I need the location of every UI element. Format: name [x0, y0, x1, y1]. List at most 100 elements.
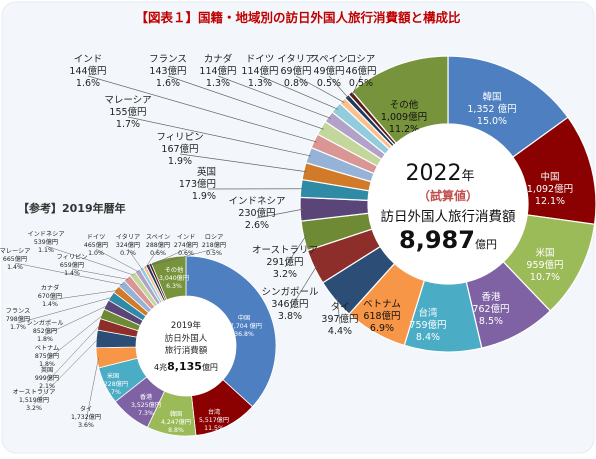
main-slice-label-6-pct: 4.4%: [328, 326, 352, 337]
main-slice-label-19-pct: 0.5%: [349, 78, 373, 89]
ref-slice-label-1-amount: 5,517億円: [199, 416, 229, 424]
ref-slice-label-13-amount: 659億円: [60, 261, 84, 269]
ref-slice-label-11-name: カナダ: [41, 284, 60, 292]
ref-slice-label-19-amount: 218億円: [202, 241, 226, 249]
main-slice-label-9-pct: 2.6%: [245, 220, 269, 231]
main-slice-label-8-amount: 291億円: [266, 256, 303, 268]
main-slice-label-0-pct: 15.0%: [477, 116, 507, 127]
main-slice-label-1-amount: 1,092億円: [527, 183, 573, 195]
ref-center-label1: 訪日外国人: [165, 333, 208, 344]
main-slice-label-2-amount: 959億円: [526, 259, 563, 271]
ref-slice-label-5-pct: 3.6%: [78, 422, 94, 429]
ref-slice-label-12-amount: 665億円: [3, 255, 27, 263]
ref-slice-label-1-name: 台湾: [208, 408, 220, 416]
ref-slice-label-10-amount: 798億円: [6, 315, 30, 323]
ref-slice-label-15-name: ドイツ: [87, 234, 106, 241]
ref-slice-label-4-pct: 6.7%: [105, 389, 121, 396]
ref-slice-label-5-amount: 1,732億円: [71, 413, 101, 421]
ref-slice-label-16-amount: 324億円: [116, 241, 140, 249]
main-slice-label-18-amount: 49億円: [313, 65, 344, 77]
ref-slice-label-18-name: インド: [177, 234, 196, 241]
main-slice-label-13-amount: 144億円: [69, 65, 106, 77]
main-slice-label-6-name: タイ: [330, 302, 349, 313]
main-slice-label-15-amount: 114億円: [199, 65, 236, 77]
main-slice-label-8-name: オーストラリア: [252, 245, 318, 256]
main-slice-label-2-pct: 10.7%: [530, 272, 560, 283]
main-slice-label-13-pct: 1.6%: [76, 78, 100, 89]
ref-slice-label-8-amount: 875億円: [35, 352, 59, 360]
main-slice-label-15-pct: 1.3%: [206, 78, 230, 89]
ref-slice-label-9-pct: 1.8%: [37, 336, 53, 343]
main-slice-label-2-name: 米国: [535, 247, 554, 259]
ref-slice-label-10-pct: 1.7%: [10, 324, 26, 331]
ref-slice-label-13-name: フィリピン: [57, 254, 88, 261]
ref-slice-label-3-name: 香港: [140, 393, 153, 401]
ref-slice-label-2-amount: 4,247億円: [161, 418, 191, 426]
main-slice-label-9-name: インドネシア: [228, 196, 285, 207]
ref-slice-label-19-pct: 0.5%: [206, 250, 222, 257]
main-slice-label-6-amount: 397億円: [321, 313, 358, 325]
ref-slice-label-0-pct: 36.8%: [234, 331, 254, 338]
ref-slice-label-9-amount: 852億円: [33, 327, 57, 335]
ref-slice-label-14-pct: 1.1%: [38, 247, 54, 254]
ref-slice-label-8-name: ベトナム: [35, 345, 60, 352]
reference-heading: 【参考】2019年暦年: [18, 201, 126, 215]
ref-slice-label-17-amount: 288億円: [146, 241, 170, 249]
ref-slice-label-17-name: スペイン: [146, 234, 170, 241]
ref-slice-label-14-name: インドネシア: [27, 231, 64, 238]
ref-slice-label-10-name: フランス: [6, 308, 31, 315]
ref-slice-label-12-pct: 1.4%: [7, 264, 23, 271]
ref-slice-label-6-amount: 1,519億円: [19, 396, 49, 404]
ref-slice-label-16-pct: 0.7%: [120, 250, 136, 257]
main-slice-label-19-name: ロシア: [347, 54, 376, 65]
ref-slice-label-2-name: 韓国: [170, 410, 182, 418]
main-slice-label-4-amount: 759億円: [409, 319, 446, 331]
main-slice-label-7-amount: 346億円: [271, 298, 308, 310]
main-slice-label-20-name: その他: [390, 99, 419, 111]
ref-slice-label-18-amount: 274億円: [174, 241, 198, 249]
main-slice-label-7-pct: 3.8%: [278, 311, 302, 322]
main-slice-label-11-amount: 167億円: [161, 143, 198, 155]
ref-slice-label-18-pct: 0.6%: [178, 250, 194, 257]
ref-center-label2: 旅行消費額: [165, 345, 208, 356]
main-slice-label-16-amount: 114億円: [241, 65, 278, 77]
main-slice-label-3-name: 香港: [481, 291, 501, 303]
main-slice-label-0-name: 韓国: [482, 92, 501, 103]
ref-slice-label-1-pct: 11.5%: [204, 425, 224, 432]
main-slice-label-10-pct: 1.9%: [192, 191, 216, 202]
ref-slice-label-3-pct: 7.3%: [138, 410, 154, 417]
main-slice-label-4-name: 台湾: [418, 307, 438, 319]
ref-slice-label-15-amount: 465億円: [84, 241, 108, 249]
main-slice-label-13-name: インド: [74, 54, 103, 65]
main-slice-label-0-amount: 1,352 億円: [467, 103, 516, 115]
ref-slice-label-20-pct: 6.3%: [166, 283, 182, 290]
main-slice-label-17-amount: 69億円: [280, 65, 311, 77]
ref-slice-label-12-name: マレーシア: [0, 248, 30, 255]
ref-slice-label-20-name: その他: [165, 266, 184, 274]
ref-slice-label-3-amount: 3,525億円: [131, 401, 161, 409]
ref-slice-label-7-amount: 999億円: [35, 374, 59, 382]
main-slice-label-4-pct: 8.4%: [416, 332, 440, 343]
ref-slice-label-20-amount: 3,040億円: [159, 274, 189, 282]
ref-slice-label-7-pct: 2.1%: [39, 383, 55, 390]
main-slice-label-20-amount: 1,009億円: [381, 111, 427, 123]
ref-slice-label-16-name: イタリア: [116, 233, 141, 241]
ref-slice-label-2-pct: 8.8%: [168, 427, 184, 434]
main-slice-label-5-name: ベトナム: [363, 299, 401, 310]
main-slice-label-11-name: フィリピン: [156, 132, 203, 143]
ref-slice-label-14-amount: 539億円: [34, 238, 58, 246]
ref-slice-label-4-amount: 3,228億円: [98, 380, 128, 388]
main-slice-label-1-pct: 12.1%: [535, 196, 565, 207]
ref-slice-label-0-name: 中国: [238, 314, 250, 322]
ref-slice-label-5-name: タイ: [80, 405, 92, 413]
ref-slice-label-13-pct: 1.4%: [64, 270, 80, 277]
main-slice-label-5-amount: 618億円: [363, 310, 400, 322]
ref-slice-label-11-amount: 670億円: [38, 292, 62, 300]
ref-slice-label-4-name: 米国: [107, 372, 119, 380]
ref-slice-label-8-pct: 1.8%: [39, 361, 55, 368]
main-slice-label-11-pct: 1.9%: [168, 156, 192, 167]
main-slice-label-16-name: ドイツ: [246, 54, 275, 65]
main-slice-label-5-pct: 6.9%: [370, 323, 394, 334]
